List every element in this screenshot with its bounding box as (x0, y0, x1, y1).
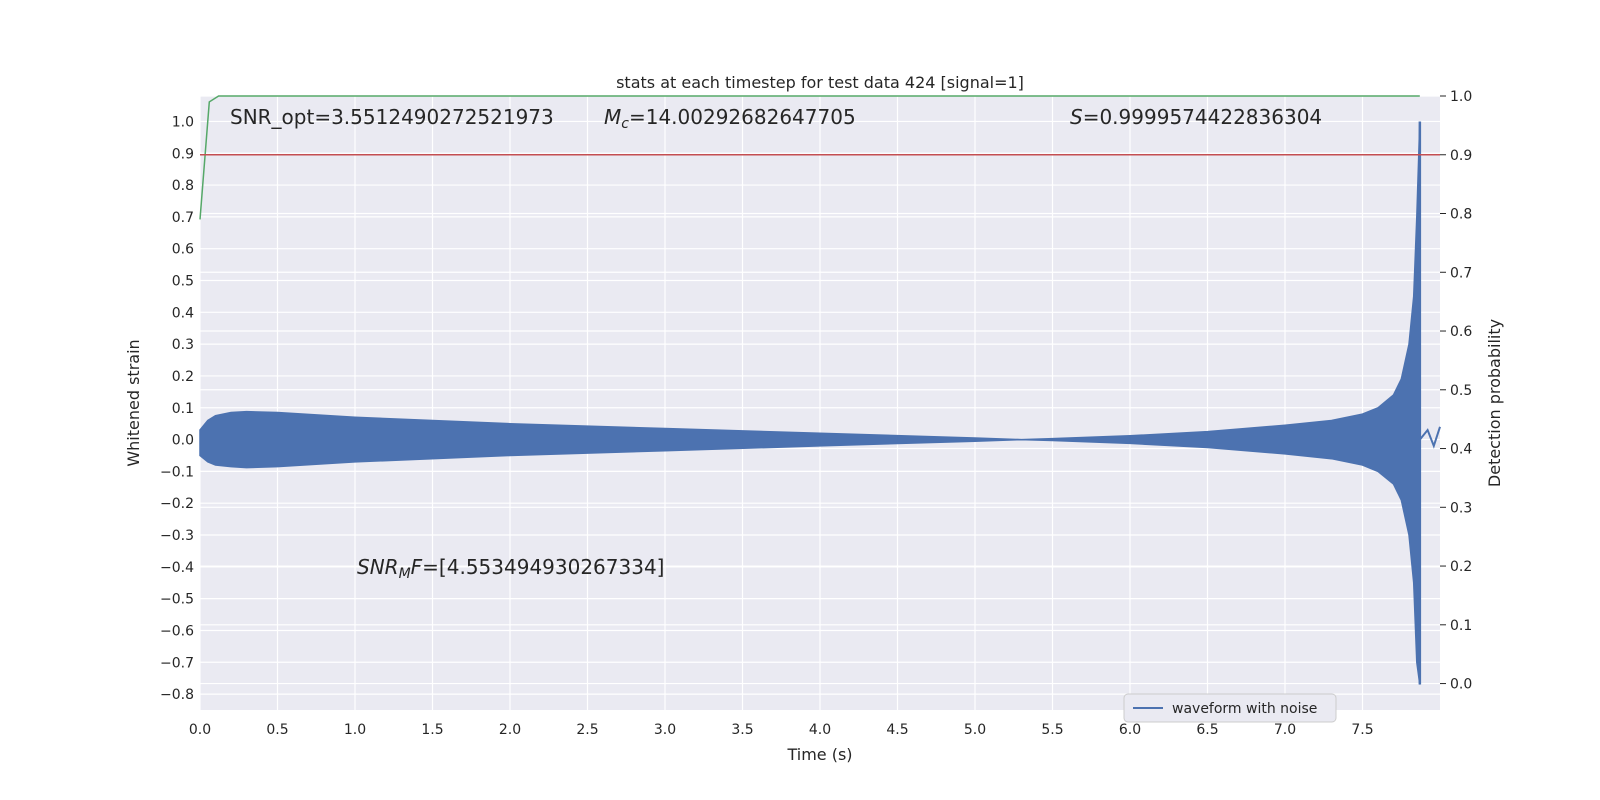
x-tick-label: 7.0 (1274, 722, 1296, 738)
y-tick-label-right: 0.2 (1450, 559, 1472, 575)
x-tick-label: 5.5 (1041, 722, 1063, 738)
y-tick-label-right: 0.9 (1450, 148, 1472, 164)
annotation-chirp-mass-symbol: M (604, 105, 621, 129)
y-tick-label-left: 0.6 (172, 242, 194, 258)
annotation-snr-mf-symbol-2: F (411, 555, 423, 579)
x-axis-label: Time (s) (786, 745, 852, 764)
y-tick-label-right: 0.6 (1450, 324, 1472, 340)
y-tick-label-left: −0.5 (160, 592, 194, 608)
x-tick-label: 7.5 (1351, 722, 1373, 738)
chart-title: stats at each timestep for test data 424… (616, 73, 1024, 92)
annotation-s-value: =0.9999574422836304 (1083, 105, 1322, 129)
x-tick-label: 4.0 (809, 722, 831, 738)
y-tick-label-left: −0.8 (160, 687, 194, 703)
y-tick-label-left: −0.2 (160, 496, 194, 512)
legend-box (1123, 693, 1337, 723)
y-tick-label-left: −0.7 (160, 655, 194, 671)
annotation-snr-mf-value: =[4.553494930267334] (422, 555, 664, 579)
y-tick-label-left: 0.7 (172, 210, 194, 226)
y-tick-label-left: −0.3 (160, 528, 194, 544)
y-tick-label-left: −0.6 (160, 623, 194, 639)
annotation-snr-mf-subscript: M (399, 566, 411, 582)
y-tick-label-left: 0.2 (172, 369, 194, 385)
y-tick-label-left: 1.0 (172, 114, 194, 130)
x-tick-label: 2.5 (576, 722, 598, 738)
annotation-s-symbol: S (1070, 105, 1083, 129)
y-tick-label-right: 0.3 (1450, 500, 1472, 516)
y-tick-label-right: 0.1 (1450, 618, 1472, 634)
x-tick-label: 0.0 (189, 722, 211, 738)
x-tick-label: 4.5 (886, 722, 908, 738)
x-tick-label: 1.0 (344, 722, 366, 738)
y-tick-label-right: 0.4 (1450, 442, 1472, 458)
x-tick-label: 2.0 (499, 722, 521, 738)
y-tick-label-left: −0.4 (160, 560, 194, 576)
x-tick-label: 6.5 (1196, 722, 1218, 738)
y-axis-label-right: Detection probability (1485, 319, 1504, 487)
x-tick-label: 1.5 (421, 722, 443, 738)
annotation-chirp-mass-value: =14.00292682647705 (629, 105, 856, 129)
y-tick-label-right: 0.5 (1450, 383, 1472, 399)
y-tick-label-right: 0.0 (1450, 677, 1472, 693)
y-tick-label-left: 0.5 (172, 274, 194, 290)
series-line-1 (199, 95, 1420, 220)
legend: waveform with noise (1123, 693, 1337, 723)
annotation-chirp-mass-subscript: c (621, 116, 629, 132)
annotation-snr-mf: SNRMF=[4.553494930267334] (357, 555, 665, 582)
y-tick-label-left: 0.4 (172, 305, 194, 321)
annotation-chirp-mass: Mc=14.00292682647705 (604, 105, 856, 132)
y-tick-label-right: 0.8 (1450, 207, 1472, 223)
y-tick-label-left: 0.3 (172, 337, 194, 353)
y-tick-label-left: 0.9 (172, 146, 194, 162)
y-axis-label-left: Whitened strain (124, 339, 143, 466)
x-tick-label: 5.0 (964, 722, 986, 738)
y-tick-label-right: 0.7 (1450, 265, 1472, 281)
y-tick-label-left: −0.1 (160, 464, 194, 480)
series-waveform-tail (1419, 426, 1441, 449)
y-tick-label-left: 0.8 (172, 178, 194, 194)
x-tick-label: 0.5 (266, 722, 288, 738)
series-layer (199, 95, 1441, 685)
y-tick-label-right: 1.0 (1450, 89, 1472, 105)
y-tick-label-left: 0.0 (172, 433, 194, 449)
x-tick-label: 6.0 (1119, 722, 1141, 738)
x-tick-label: 3.5 (731, 722, 753, 738)
x-tick-label: 3.0 (654, 722, 676, 738)
ticks: 0.0 0.5 1.0 1.5 2.0 2.5 3.0 3.5 4.0 4.5 5.0 5.5 6.0 6… (160, 89, 1472, 738)
annotation-s: S=0.9999574422836304 (1070, 105, 1322, 129)
y-tick-label-left: 0.1 (172, 401, 194, 417)
legend-entry-waveform: waveform with noise (1172, 701, 1317, 717)
annotation-snr-mf-symbol: SNR (357, 555, 399, 579)
annotation-snr-opt: SNR_opt=3.5512490272521973 (230, 105, 554, 129)
